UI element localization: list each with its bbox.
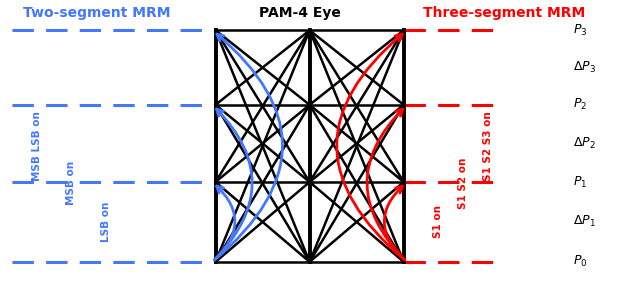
Text: MSB on: MSB on	[66, 161, 76, 205]
Text: $\Delta P_3$: $\Delta P_3$	[573, 60, 596, 75]
Text: $\Delta P_1$: $\Delta P_1$	[573, 214, 596, 230]
Text: Three-segment MRM: Three-segment MRM	[423, 6, 585, 20]
Text: Two-segment MRM: Two-segment MRM	[22, 6, 170, 20]
Text: PAM-4 Eye: PAM-4 Eye	[259, 6, 341, 20]
Text: S1 on: S1 on	[433, 205, 444, 239]
Text: S1 S2 on: S1 S2 on	[458, 158, 468, 209]
Text: $P_2$: $P_2$	[573, 97, 588, 112]
Text: $P_3$: $P_3$	[573, 23, 588, 38]
Text: MSB LSB on: MSB LSB on	[32, 111, 42, 181]
Text: $\Delta P_2$: $\Delta P_2$	[573, 136, 596, 151]
Text: LSB on: LSB on	[100, 202, 111, 242]
Text: S1 S2 S3 on: S1 S2 S3 on	[483, 111, 493, 181]
Text: $P_0$: $P_0$	[573, 254, 588, 269]
Text: $P_1$: $P_1$	[573, 175, 588, 190]
